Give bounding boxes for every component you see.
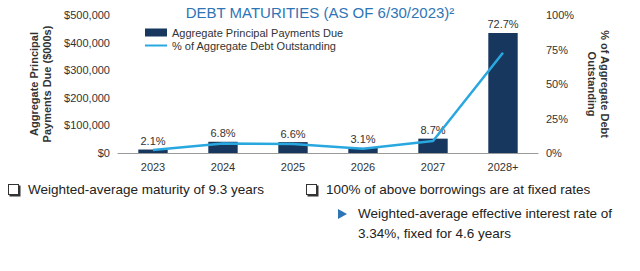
svg-text:100%: 100% (546, 9, 574, 21)
svg-text:$500,000: $500,000 (64, 9, 110, 21)
svg-text:8.7%: 8.7% (420, 124, 446, 137)
svg-text:75%: 75% (546, 44, 568, 56)
svg-text:$400,000: $400,000 (64, 37, 110, 49)
svg-text:Aggregate Principal Payments D: Aggregate Principal Payments Due (172, 27, 343, 39)
html-text:Weighted-average effective int: Weighted-average effective interest rate… (358, 206, 612, 241)
svg-text:72.7%: 72.7% (487, 18, 518, 30)
svg-text:$300,000: $300,000 (64, 64, 110, 76)
svg-text:25%: 25% (546, 113, 568, 125)
svg-text:Aggregate Principal: Aggregate Principal (28, 32, 40, 136)
html-text:100% of above borrowings are a: 100% of above borrowings are at fixed ra… (326, 182, 591, 197)
svg-text:50%: 50% (546, 78, 568, 90)
svg-text:2026: 2026 (351, 161, 375, 173)
svg-text:2025: 2025 (281, 161, 305, 173)
svg-text:% of Aggregate Debt: % of Aggregate Debt (599, 30, 611, 138)
svg-text:6.6%: 6.6% (280, 128, 305, 140)
svg-text:$100,000: $100,000 (64, 119, 110, 131)
svg-text:DEBT MATURITIES (AS OF 6/30/20: DEBT MATURITIES (AS OF 6/30/2023)² (186, 4, 455, 21)
svg-text:$0: $0 (98, 147, 110, 159)
svg-text:2027: 2027 (421, 161, 445, 173)
svg-text:Payments Due ($000s): Payments Due ($000s) (41, 25, 53, 142)
svg-text:2023: 2023 (141, 161, 165, 173)
svg-text:6.8%: 6.8% (210, 127, 235, 139)
svg-text:2.1%: 2.1% (140, 135, 165, 147)
svg-text:% of Aggregate Debt Outstandin: % of Aggregate Debt Outstanding (172, 40, 336, 52)
svg-text:2024: 2024 (211, 161, 235, 173)
svg-text:$200,000: $200,000 (64, 92, 110, 104)
svg-text:2028+: 2028+ (488, 161, 519, 173)
svg-text:0%: 0% (546, 147, 562, 159)
svg-text:Outstanding: Outstanding (586, 52, 598, 117)
svg-text:3.1%: 3.1% (350, 133, 375, 145)
html-text:Weighted-average maturity of 9: Weighted-average maturity of 9.3 years (28, 182, 265, 197)
